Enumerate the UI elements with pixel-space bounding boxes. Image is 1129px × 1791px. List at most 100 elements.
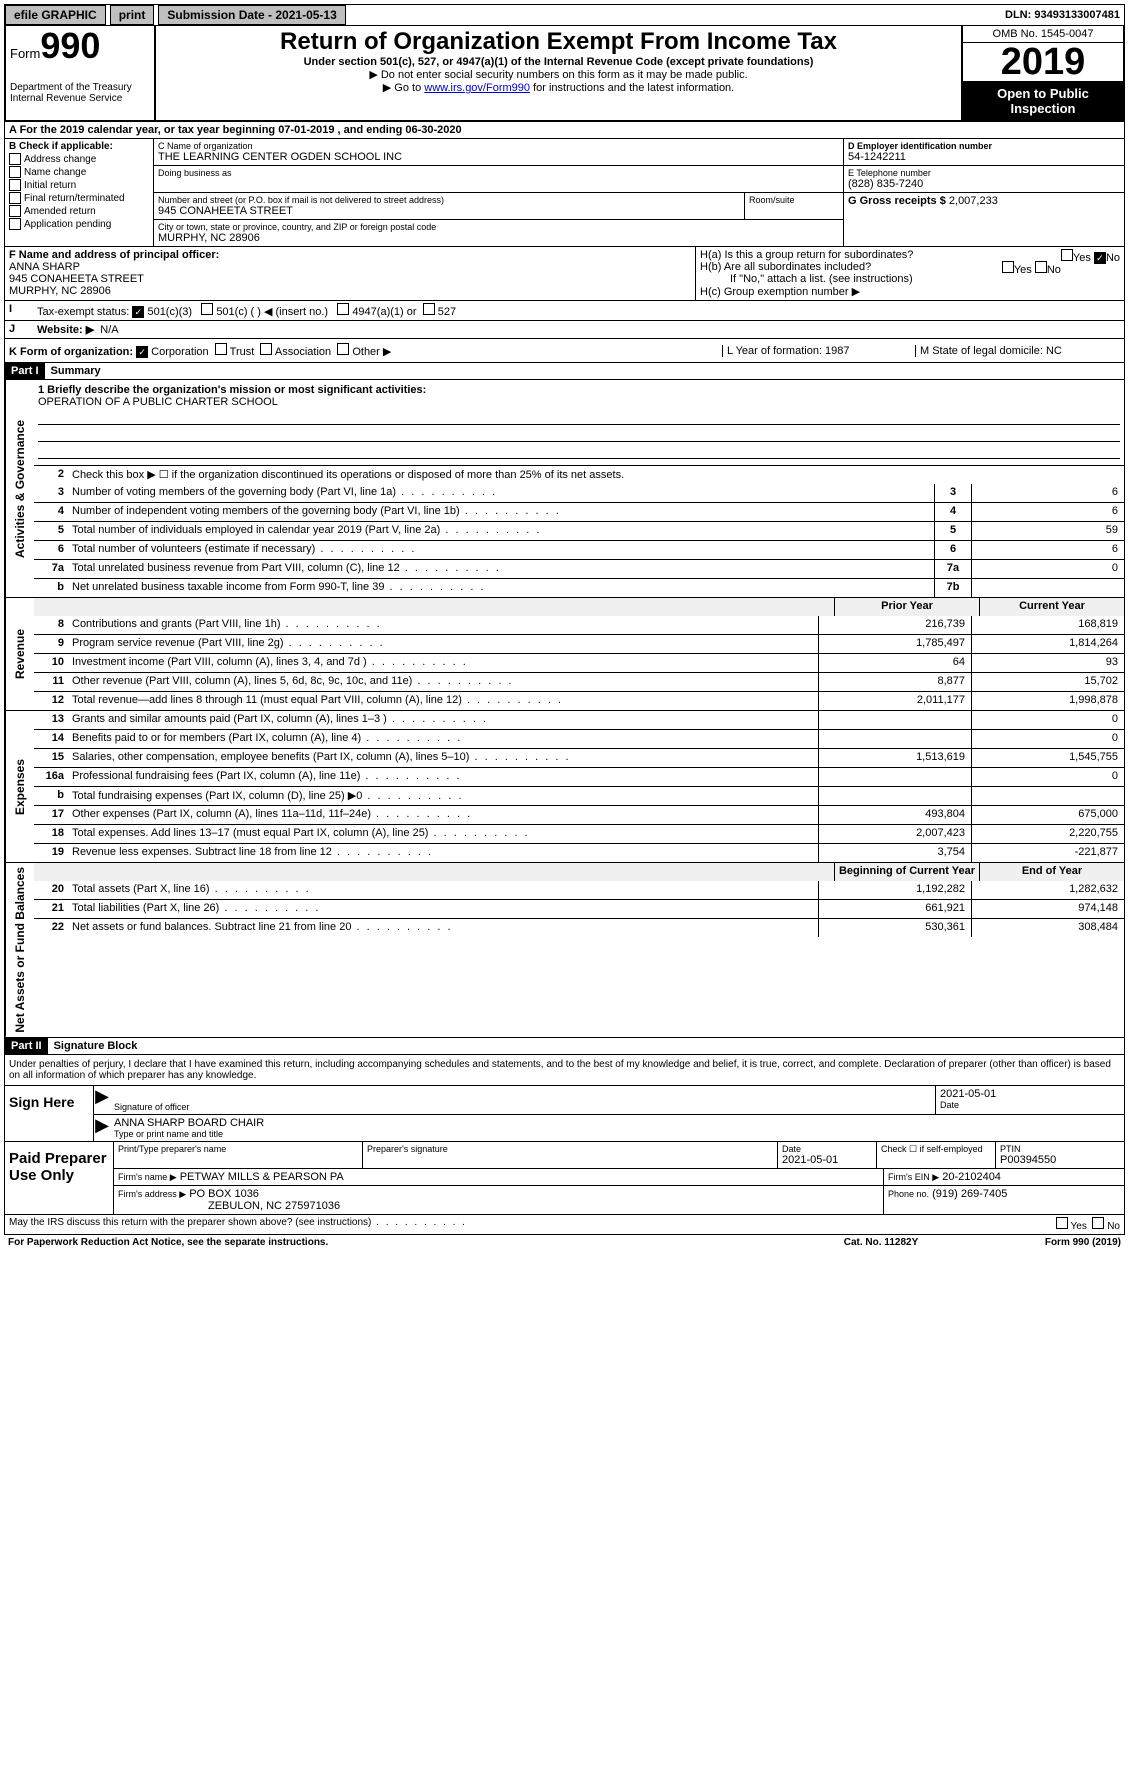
gross-value: 2,007,233 (949, 195, 998, 207)
chk-corp[interactable]: ✓ (136, 346, 148, 358)
table-row: 7a Total unrelated business revenue from… (34, 559, 1124, 578)
prior-year-hdr: Prior Year (834, 598, 979, 616)
right-header-box: OMB No. 1545-0047 2019 Open to Public In… (961, 26, 1123, 120)
ptin-value: P00394550 (1000, 1154, 1120, 1166)
boxes-deg: D Employer identification number 54-1242… (843, 139, 1124, 246)
dba-label: Doing business as (158, 168, 839, 178)
row-i: I Tax-exempt status: ✓ 501(c)(3) 501(c) … (4, 301, 1125, 321)
chk-final-return[interactable] (9, 192, 21, 204)
line2-text: Check this box ▶ ☐ if the organization d… (68, 466, 1124, 484)
chk-amended[interactable] (9, 205, 21, 217)
part2-header-row: Part II Signature Block (4, 1038, 1125, 1055)
form-number: 990 (40, 25, 100, 66)
ein-label: D Employer identification number (848, 141, 1120, 151)
chk-address-change[interactable] (9, 153, 21, 165)
firm-name: PETWAY MILLS & PEARSON PA (180, 1171, 344, 1183)
part1-header-row: Part I Summary (4, 363, 1125, 380)
street-label: Number and street (or P.O. box if mail i… (158, 195, 740, 205)
firm-phone: (919) 269-7405 (932, 1188, 1007, 1200)
table-row: b Total fundraising expenses (Part IX, c… (34, 786, 1124, 805)
vtab-revenue: Revenue (5, 598, 34, 710)
h-b-yes[interactable] (1002, 261, 1014, 273)
revenue-section: Revenue Prior Year Current Year 8 Contri… (4, 598, 1125, 711)
paperwork-notice: For Paperwork Reduction Act Notice, see … (8, 1237, 781, 1248)
title-box: Return of Organization Exempt From Incom… (156, 26, 961, 120)
room-label: Room/suite (749, 195, 839, 205)
officer-name: ANNA SHARP (9, 261, 691, 273)
table-row: 22 Net assets or fund balances. Subtract… (34, 918, 1124, 937)
chk-501c3[interactable]: ✓ (132, 306, 144, 318)
cat-no: Cat. No. 11282Y (781, 1237, 981, 1248)
current-year-hdr: Current Year (979, 598, 1124, 616)
sig-officer-label: Signature of officer (114, 1102, 931, 1112)
ein-value: 54-1242211 (848, 151, 1120, 163)
part1-title: Summary (45, 363, 107, 379)
footer-bottom: For Paperwork Reduction Act Notice, see … (4, 1235, 1125, 1250)
phone-value: (828) 835-7240 (848, 178, 1120, 190)
dln-label: DLN: 93493133007481 (1005, 9, 1124, 21)
signer-name-label: Type or print name and title (114, 1129, 1120, 1139)
chk-501c[interactable] (201, 303, 213, 315)
box-h: H(a) Is this a group return for subordin… (696, 247, 1124, 300)
discuss-yes[interactable] (1056, 1217, 1068, 1229)
table-row: 3 Number of voting members of the govern… (34, 484, 1124, 502)
mission-label: 1 Briefly describe the organization's mi… (38, 384, 1120, 396)
open-public-badge: Open to Public Inspection (963, 82, 1123, 120)
h-a-no[interactable]: ✓ (1094, 252, 1106, 264)
gross-label: G Gross receipts $ (848, 195, 946, 207)
street-value: 945 CONAHEETA STREET (158, 205, 740, 217)
chk-name-change[interactable] (9, 166, 21, 178)
officer-label: F Name and address of principal officer: (9, 249, 691, 261)
firm-addr: PO BOX 1036 (189, 1188, 259, 1200)
perjury-text: Under penalties of perjury, I declare th… (4, 1055, 1125, 1086)
form-header: Form990 Department of the Treasury Inter… (4, 26, 1125, 122)
h-a-yes[interactable] (1061, 249, 1073, 261)
firm-addr2: ZEBULON, NC 275971036 (118, 1200, 879, 1212)
chk-4947[interactable] (337, 303, 349, 315)
table-row: 10 Investment income (Part VIII, column … (34, 653, 1124, 672)
chk-initial-return[interactable] (9, 179, 21, 191)
table-row: 14 Benefits paid to or for members (Part… (34, 729, 1124, 748)
table-row: 21 Total liabilities (Part X, line 26) 6… (34, 899, 1124, 918)
submission-date: Submission Date - 2021-05-13 (158, 5, 345, 25)
sig-date-label: Date (940, 1100, 1120, 1110)
table-row: 13 Grants and similar amounts paid (Part… (34, 711, 1124, 729)
print-button[interactable]: print (110, 5, 155, 25)
table-row: 4 Number of independent voting members o… (34, 502, 1124, 521)
city-label: City or town, state or province, country… (158, 222, 839, 232)
city-value: MURPHY, NC 28906 (158, 232, 839, 244)
box-f: F Name and address of principal officer:… (5, 247, 696, 300)
chk-trust[interactable] (215, 343, 227, 355)
table-row: 11 Other revenue (Part VIII, column (A),… (34, 672, 1124, 691)
discuss-no[interactable] (1092, 1217, 1104, 1229)
signer-name: ANNA SHARP BOARD CHAIR (114, 1117, 1120, 1129)
officer-addr: 945 CONAHEETA STREET MURPHY, NC 28906 (9, 273, 691, 297)
chk-pending[interactable] (9, 218, 21, 230)
name-arrow-icon: ▶ (94, 1115, 110, 1141)
box-c: C Name of organization THE LEARNING CENT… (154, 139, 843, 246)
row-fh: F Name and address of principal officer:… (4, 247, 1125, 301)
table-row: b Net unrelated business taxable income … (34, 578, 1124, 597)
note-ssn: ▶ Do not enter social security numbers o… (164, 68, 953, 81)
chk-assoc[interactable] (260, 343, 272, 355)
chk-527[interactable] (423, 303, 435, 315)
vtab-net-assets: Net Assets or Fund Balances (5, 863, 34, 1037)
phone-label: E Telephone number (848, 168, 1120, 178)
form-number-box: Form990 Department of the Treasury Inter… (6, 26, 156, 120)
table-row: 9 Program service revenue (Part VIII, li… (34, 634, 1124, 653)
chk-other[interactable] (337, 343, 349, 355)
subtitle: Under section 501(c), 527, or 4947(a)(1)… (164, 56, 953, 68)
box-b: B Check if applicable: Address change Na… (5, 139, 154, 246)
box-b-label: B Check if applicable: (9, 141, 149, 152)
irs-link[interactable]: www.irs.gov/Form990 (424, 82, 530, 94)
table-row: 15 Salaries, other compensation, employe… (34, 748, 1124, 767)
table-row: 12 Total revenue—add lines 8 through 11 … (34, 691, 1124, 710)
governance-section: Activities & Governance 1 Briefly descri… (4, 380, 1125, 598)
sig-date: 2021-05-01 (940, 1088, 1120, 1100)
state-domicile: M State of legal domicile: NC (915, 345, 1120, 357)
tax-year: 2019 (963, 43, 1123, 82)
form-title: Return of Organization Exempt From Incom… (164, 28, 953, 56)
h-b-no[interactable] (1035, 261, 1047, 273)
dept-label: Department of the Treasury Internal Reve… (10, 82, 150, 104)
h-c: H(c) Group exemption number ▶ (700, 285, 1120, 298)
